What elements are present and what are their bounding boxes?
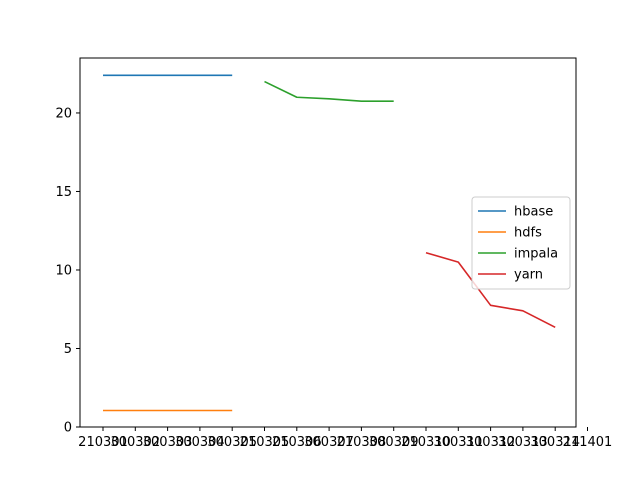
x-tick-label: 300311 — [433, 435, 483, 450]
x-tick-label: 210306 — [272, 435, 322, 450]
series-lines — [103, 74, 556, 412]
x-tick-label: 300302 — [110, 435, 160, 450]
y-tick-label: 0 — [64, 421, 72, 436]
legend-label-impala: impala — [514, 247, 558, 262]
x-tick-label: 210310 — [401, 435, 451, 450]
x-tick-label: 300313 — [498, 435, 548, 450]
x-tick-label: 300303 — [143, 435, 193, 450]
x-tick-label: 211401 — [563, 435, 613, 450]
x-axis: 2103013003023003033003043003052103052103… — [78, 427, 612, 450]
series-line-impala — [264, 80, 394, 102]
y-tick-label: 10 — [55, 263, 72, 278]
legend-label-hbase: hbase — [514, 205, 553, 220]
series-line-yarn — [425, 251, 556, 329]
legend: hbase hdfs impala yarn — [471, 196, 571, 290]
x-tick-label: 300314 — [530, 435, 580, 450]
x-tick-label: 210301 — [78, 435, 128, 450]
x-tick-label: 210305 — [240, 435, 290, 450]
y-tick-label: 20 — [55, 106, 72, 121]
legend-label-hdfs: hdfs — [514, 226, 542, 241]
x-tick-label: 300307 — [304, 435, 354, 450]
legend-box — [471, 196, 571, 290]
x-tick-label: 300305 — [207, 435, 257, 450]
y-tick-label: 5 — [64, 342, 72, 357]
y-axis: 0 5 10 15 20 — [55, 106, 80, 436]
x-tick-label: 300309 — [369, 435, 419, 450]
axes-frame — [79, 57, 577, 428]
x-tick-label: 300304 — [175, 435, 225, 450]
y-tick-label: 15 — [55, 185, 72, 200]
x-tick-label: 210308 — [337, 435, 387, 450]
legend-label-yarn: yarn — [514, 268, 543, 283]
x-tick-label: 300312 — [466, 435, 516, 450]
